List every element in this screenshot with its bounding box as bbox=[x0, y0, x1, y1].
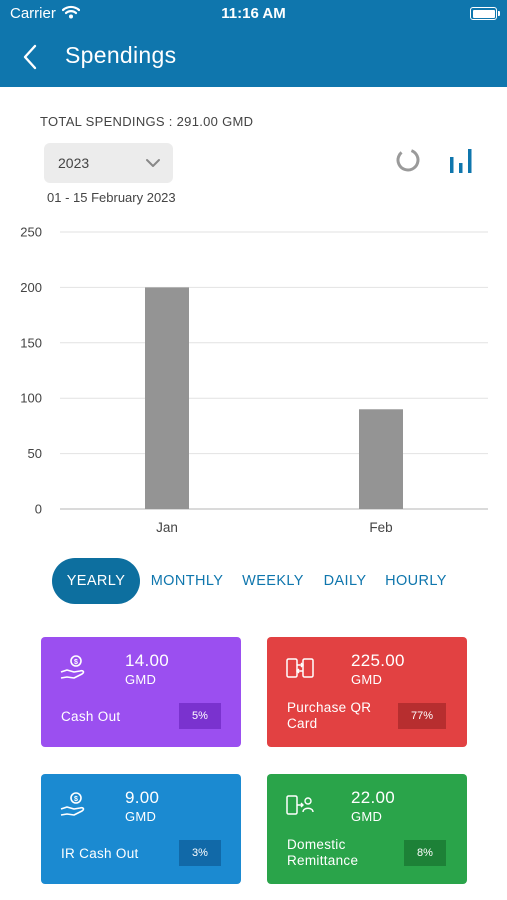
phone-remit-icon bbox=[286, 795, 314, 815]
category-currency: GMD bbox=[351, 809, 383, 824]
category-percent: 8% bbox=[404, 840, 446, 866]
x-tick-label: Feb bbox=[369, 520, 392, 535]
tab-yearly[interactable]: YEARLY bbox=[52, 558, 140, 604]
category-label-line-2: Remittance bbox=[287, 853, 359, 868]
svg-text:$: $ bbox=[74, 659, 78, 666]
category-percent: 77% bbox=[398, 703, 446, 729]
cash-hand-icon: $ bbox=[60, 655, 85, 679]
chevron-down-icon bbox=[146, 159, 160, 167]
y-tick-label: 250 bbox=[20, 225, 42, 240]
category-label-line-1: Purchase QR bbox=[287, 700, 372, 715]
year-dropdown[interactable]: 2023 bbox=[44, 143, 173, 183]
back-icon[interactable] bbox=[16, 42, 46, 72]
page-title: Spendings bbox=[65, 42, 177, 68]
date-range: 01 - 15 February 2023 bbox=[47, 190, 176, 205]
y-tick-label: 0 bbox=[35, 502, 42, 517]
category-percent: 3% bbox=[179, 840, 221, 866]
y-tick-label: 100 bbox=[20, 391, 42, 406]
x-tick-label: Jan bbox=[156, 520, 178, 535]
category-amount: 9.00 bbox=[125, 788, 160, 807]
y-tick-label: 50 bbox=[28, 446, 42, 461]
spendings-bar-chart: 0 50 100 150 200 250 Jan Feb bbox=[20, 225, 488, 535]
clock: 11:16 AM bbox=[221, 5, 286, 22]
category-card-cash-out[interactable]: $ 14.00 GMD Cash Out 5% bbox=[41, 637, 241, 747]
tab-weekly[interactable]: WEEKLY bbox=[242, 573, 304, 589]
y-tick-label: 150 bbox=[20, 335, 42, 350]
carrier-label: Carrier bbox=[10, 5, 56, 22]
category-label: Cash Out bbox=[61, 709, 121, 724]
tab-daily[interactable]: DAILY bbox=[323, 573, 367, 589]
y-tick-label: 200 bbox=[20, 280, 42, 295]
tab-hourly[interactable]: HOURLY bbox=[385, 573, 447, 589]
total-spendings: TOTAL SPENDINGS : 291.00 GMD bbox=[40, 114, 254, 129]
svg-text:$: $ bbox=[74, 796, 78, 803]
battery-icon bbox=[470, 7, 500, 20]
category-card-ir-cash-out[interactable]: $ 9.00 GMD IR Cash Out 3% bbox=[41, 774, 241, 884]
category-amount: 22.00 bbox=[351, 788, 396, 807]
category-amount: 225.00 bbox=[351, 651, 405, 670]
category-currency: GMD bbox=[125, 672, 157, 687]
bar-jan bbox=[145, 287, 189, 509]
cash-hand-icon: $ bbox=[60, 792, 85, 816]
donut-chart-icon[interactable] bbox=[395, 147, 421, 173]
category-percent: 5% bbox=[179, 703, 221, 729]
period-tabs: YEARLY MONTHLY WEEKLY DAILY HOURLY bbox=[0, 558, 507, 604]
navigation-bar: Spendings bbox=[0, 28, 507, 87]
category-card-purchase-qr-card[interactable]: 225.00 GMD Purchase QR Card 77% bbox=[267, 637, 467, 747]
category-label-line-2: Card bbox=[287, 716, 318, 731]
category-currency: GMD bbox=[351, 672, 383, 687]
category-amount: 14.00 bbox=[125, 651, 170, 670]
category-label: IR Cash Out bbox=[61, 846, 139, 861]
tab-monthly[interactable]: MONTHLY bbox=[150, 573, 224, 589]
category-label-line-1: Domestic bbox=[287, 837, 346, 852]
category-currency: GMD bbox=[125, 809, 157, 824]
phone-transfer-icon bbox=[286, 658, 314, 678]
wifi-icon bbox=[62, 5, 80, 19]
category-card-domestic-remittance[interactable]: 22.00 GMD Domestic Remittance 8% bbox=[267, 774, 467, 884]
bar-feb bbox=[359, 409, 403, 509]
status-bar: Carrier 11:16 AM bbox=[0, 0, 507, 28]
bar-chart-icon[interactable] bbox=[448, 147, 474, 175]
year-dropdown-value: 2023 bbox=[58, 155, 90, 171]
